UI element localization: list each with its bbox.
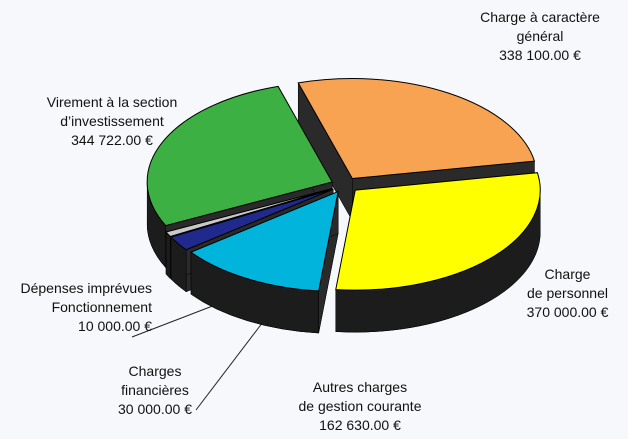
leader-line — [195, 317, 267, 411]
value-label: 10 000.00 € — [78, 318, 152, 334]
value-label: 370 000.00 € — [526, 304, 609, 320]
slice — [189, 190, 339, 292]
slice — [170, 188, 334, 251]
category-label: Charge de personnel — [527, 266, 608, 301]
value-label: 162 630.00 € — [319, 417, 401, 433]
label-group: Charges financières 30 000.00 € — [95, 362, 215, 419]
label-group: Charge à caractère général 338 100.00 € — [470, 8, 610, 65]
value-label: 344 722.00 € — [71, 132, 153, 148]
category-label: Charges financières — [121, 363, 189, 398]
slice — [335, 172, 541, 291]
category-label: Charge à caractère général — [480, 9, 600, 44]
label-group: Virement à la section d’investissement 34… — [22, 93, 202, 150]
slice — [165, 187, 333, 238]
slice — [297, 78, 536, 180]
value-label: 338 100.00 € — [499, 47, 581, 63]
label-group: Dépenses imprévues Fonctionnement 10 000.… — [0, 279, 152, 336]
category-label: Virement à la section d’investissement — [46, 94, 178, 129]
category-label: Autres charges de gestion courante — [298, 379, 422, 414]
label-group: Charge de personnel 370 000.00 € — [510, 265, 625, 322]
value-label: 30 000.00 € — [118, 401, 192, 417]
slice — [146, 85, 333, 227]
slice-wall — [165, 231, 171, 280]
category-label: Dépenses imprévues Fonctionnement — [20, 280, 152, 315]
label-group: Autres charges de gestion courante 162 63… — [280, 378, 440, 435]
